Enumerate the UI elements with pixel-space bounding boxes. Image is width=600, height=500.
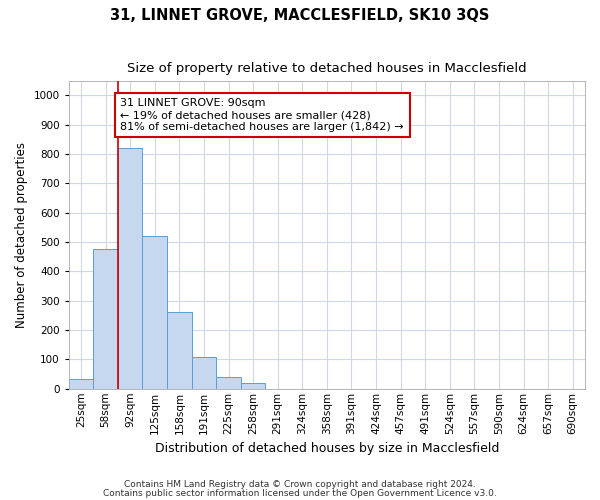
X-axis label: Distribution of detached houses by size in Macclesfield: Distribution of detached houses by size … — [155, 442, 499, 455]
Text: Contains HM Land Registry data © Crown copyright and database right 2024.: Contains HM Land Registry data © Crown c… — [124, 480, 476, 489]
Bar — [167, 312, 191, 389]
Bar — [93, 248, 118, 389]
Bar — [142, 236, 167, 389]
Bar — [191, 356, 216, 389]
Bar — [69, 380, 93, 389]
Y-axis label: Number of detached properties: Number of detached properties — [15, 142, 28, 328]
Title: Size of property relative to detached houses in Macclesfield: Size of property relative to detached ho… — [127, 62, 527, 76]
Text: 31, LINNET GROVE, MACCLESFIELD, SK10 3QS: 31, LINNET GROVE, MACCLESFIELD, SK10 3QS — [110, 8, 490, 22]
Bar — [241, 383, 265, 389]
Text: Contains public sector information licensed under the Open Government Licence v3: Contains public sector information licen… — [103, 488, 497, 498]
Text: 31 LINNET GROVE: 90sqm
← 19% of detached houses are smaller (428)
81% of semi-de: 31 LINNET GROVE: 90sqm ← 19% of detached… — [121, 98, 404, 132]
Bar — [216, 377, 241, 389]
Bar — [118, 148, 142, 389]
